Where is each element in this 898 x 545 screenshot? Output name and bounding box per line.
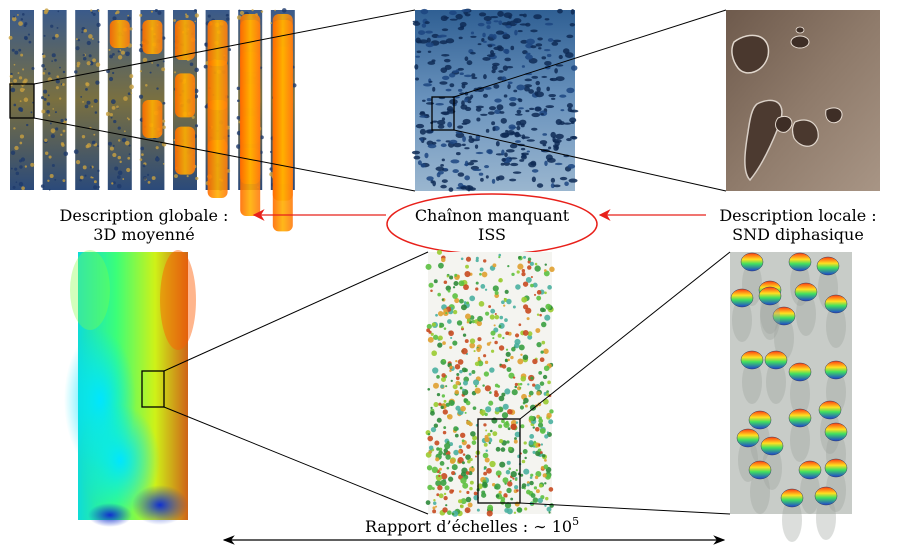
bubble-closeup-image: [726, 10, 880, 191]
averaged-3d-field-image: [64, 250, 196, 527]
zoom-box-top-middle: [431, 96, 455, 131]
missing-link-line1: Chaînon manquant: [415, 206, 570, 225]
bubble-field-image: [411, 8, 579, 192]
iss-bubble-cloud-image: [425, 249, 555, 517]
missing-link-line2: ISS: [478, 225, 506, 244]
zoom-box-top-left: [9, 83, 35, 119]
zoom-connectors-bottom: [163, 251, 731, 515]
scale-ratio-label: Rapport d’échelles : ∼ 105: [365, 515, 579, 536]
global-label-line2: 3D moyenné: [93, 225, 194, 244]
local-label-line2: SND diphasique: [732, 225, 864, 244]
zoom-box-bottom-left: [141, 370, 165, 408]
zoom-box-bottom-middle: [477, 418, 521, 504]
zoom-connectors-top: [33, 9, 727, 192]
boiling-tubes-image: [8, 8, 297, 232]
dns-bubbles-image: [730, 252, 852, 542]
global-label-line1: Description globale :: [60, 206, 229, 225]
local-label-line1: Description locale :: [719, 206, 876, 225]
